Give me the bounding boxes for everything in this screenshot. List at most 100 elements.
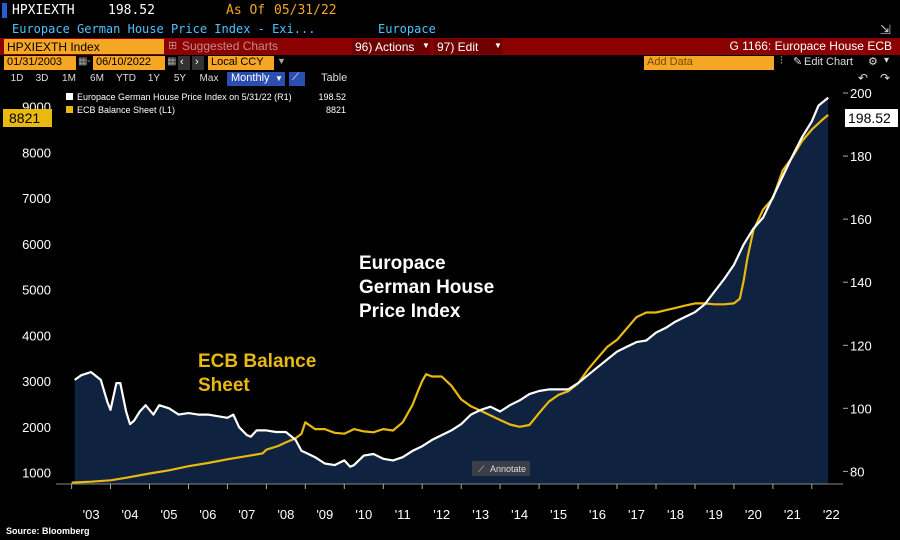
- right-axis-tick-label: 80: [850, 464, 864, 479]
- period-bar: 1D 3D 1M 6M YTD 1Y 5Y Max Monthly ▼ ⟋ Ta…: [0, 71, 900, 87]
- pencil-icon: ⟋: [478, 464, 485, 474]
- suggested-charts-button[interactable]: Suggested Charts: [182, 39, 279, 53]
- currency-text: Local CCY: [211, 56, 264, 68]
- pencil-icon[interactable]: ✎: [793, 56, 803, 68]
- x-axis-tick-label: '19: [706, 507, 723, 522]
- annotate-label: Annotate: [490, 464, 526, 474]
- x-axis-tick-label: '08: [277, 507, 294, 522]
- suggested-charts-icon[interactable]: ⊞: [168, 40, 178, 52]
- currency-select[interactable]: Local CCY: [208, 56, 274, 70]
- security-field[interactable]: HPXIEXTH Index: [4, 39, 164, 54]
- edit-button[interactable]: 97) Edit ▼: [434, 39, 502, 54]
- x-axis-tick-label: '16: [589, 507, 606, 522]
- gear-icon[interactable]: ⚙: [868, 56, 878, 68]
- ticker-symbol: HPXIEXTH: [12, 3, 75, 18]
- chevron-left-icon: ‹: [180, 56, 184, 68]
- source-note: Source: Bloomberg: [6, 526, 90, 536]
- left-axis-tick-label: 5000: [22, 283, 51, 298]
- legend-value-house: 198.52: [318, 92, 346, 102]
- edit-label: 97) Edit: [437, 40, 479, 54]
- chevron-down-icon: ▼: [422, 41, 430, 50]
- legend: Europace German House Price Index on 5/3…: [66, 92, 346, 115]
- add-data-text: Add Data: [647, 56, 693, 68]
- calendar-icon[interactable]: ▦: [78, 56, 88, 67]
- period-1y[interactable]: 1Y: [147, 73, 161, 84]
- table-button[interactable]: Table: [321, 72, 348, 84]
- legend-swatch-house: [66, 93, 73, 100]
- expand-icon[interactable]: ⇲: [880, 22, 891, 37]
- x-axis-tick-label: '21: [784, 507, 801, 522]
- legend-swatch-ecb: [66, 106, 73, 113]
- actions-button[interactable]: 96) Actions ▼: [352, 39, 430, 54]
- right-value-tag-text: 198.52: [848, 110, 891, 126]
- left-axis-tick-label: 7000: [22, 191, 51, 206]
- x-axis-tick-label: '10: [355, 507, 372, 522]
- chart-name: G 1166: Europace House ECB: [729, 39, 892, 53]
- end-date-text: 06/10/2022: [96, 56, 152, 68]
- chevron-down-icon[interactable]: ▾: [884, 55, 890, 66]
- period-1m[interactable]: 1M: [62, 73, 76, 84]
- left-axis-tick-label: 8000: [22, 146, 51, 161]
- x-axis-tick-label: '15: [550, 507, 567, 522]
- source-name: Europace: [378, 22, 436, 36]
- left-axis-tick-label: 3000: [22, 374, 51, 389]
- undo-icon[interactable]: ↶: [858, 71, 869, 85]
- start-date-field[interactable]: 01/31/2003: [4, 56, 76, 70]
- chevron-right-icon: ›: [195, 56, 199, 68]
- x-axis-tick-label: '06: [199, 507, 216, 522]
- frequency-text: Monthly: [231, 72, 270, 84]
- period-5y[interactable]: 5Y: [173, 73, 187, 84]
- x-axis-tick-label: '22: [823, 507, 840, 522]
- right-value-tag: 198.52: [845, 109, 898, 127]
- as-of-label: As Of: [226, 3, 266, 18]
- x-axis-tick-label: '04: [122, 507, 139, 522]
- x-axis-tick-label: '20: [745, 507, 762, 522]
- security-field-text: HPXIEXTH Index: [7, 40, 100, 54]
- left-value-tag: 8821: [3, 109, 52, 127]
- right-axis-tick-label: 160: [850, 212, 872, 227]
- period-6m[interactable]: 6M: [90, 73, 104, 84]
- annotate-button[interactable]: ⟋ Annotate: [472, 461, 530, 476]
- x-axis-tick-label: '11: [395, 507, 411, 522]
- chevron-down-icon[interactable]: ▼: [277, 56, 286, 66]
- prev-period-button[interactable]: ‹: [178, 56, 190, 70]
- left-axis-tick-label: 4000: [22, 328, 51, 343]
- edit-chart-button[interactable]: Edit Chart: [804, 56, 853, 68]
- last-value: 198.52: [108, 3, 155, 18]
- period-max[interactable]: Max: [199, 73, 219, 84]
- annotation-ecb-line-2: Sheet: [198, 375, 250, 396]
- x-axis-tick-label: '03: [83, 507, 100, 522]
- left-axis-tick-label: 1000: [22, 466, 51, 481]
- actions-label: 96) Actions: [355, 40, 415, 54]
- line-chart-toggle[interactable]: ⟋: [289, 72, 305, 86]
- x-axis-tick-label: '05: [161, 507, 178, 522]
- command-bar: HPXIEXTH Index ⊞ Suggested Charts 96) Ac…: [0, 38, 900, 55]
- add-data-field[interactable]: Add Data: [644, 56, 774, 70]
- x-axis-tick-label: '18: [667, 507, 684, 522]
- x-axis-tick-label: '09: [316, 507, 333, 522]
- x-axis-tick-label: '17: [628, 507, 645, 522]
- annotation-house-line-2: German House: [359, 277, 494, 298]
- period-3d[interactable]: 3D: [35, 73, 49, 84]
- security-description: Europace German House Price Index - Exi.…: [12, 22, 316, 36]
- legend-label-house: Europace German House Price Index on 5/3…: [77, 92, 292, 102]
- house-price-line: [74, 96, 829, 468]
- annotation-ecb-line-1: ECB Balance: [198, 351, 316, 372]
- annotation-house-line-1: Europace: [359, 253, 446, 274]
- x-axis-tick-label: '14: [511, 507, 528, 522]
- chart-type-icon[interactable]: ⫶: [780, 55, 783, 67]
- as-of-date: 05/31/22: [274, 3, 337, 18]
- redo-icon[interactable]: ↷: [880, 71, 891, 85]
- date-bar: 01/31/2003 ▦ - 06/10/2022 ▦ ‹ › Local CC…: [0, 55, 900, 71]
- period-1d[interactable]: 1D: [10, 73, 24, 84]
- legend-label-ecb: ECB Balance Sheet (L1): [77, 105, 175, 115]
- left-axis-tick-label: 2000: [22, 420, 51, 435]
- next-period-button[interactable]: ›: [192, 56, 204, 70]
- house-price-area: [74, 97, 829, 484]
- right-axis-tick-label: 200: [850, 87, 872, 101]
- calendar-icon[interactable]: ▦: [167, 56, 177, 67]
- end-date-field[interactable]: 06/10/2022: [93, 56, 165, 70]
- left-value-tag-text: 8821: [9, 110, 40, 126]
- frequency-select[interactable]: Monthly ▼: [227, 72, 285, 86]
- period-ytd[interactable]: YTD: [116, 73, 136, 84]
